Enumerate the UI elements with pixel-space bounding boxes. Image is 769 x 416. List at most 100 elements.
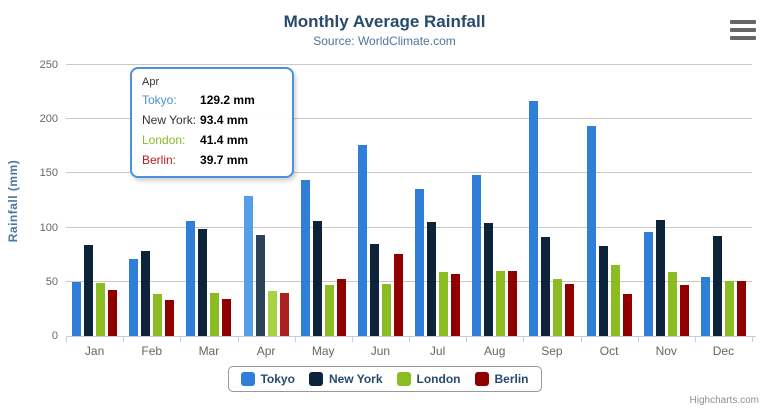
- x-tick-mark: [466, 337, 468, 342]
- x-tick-label-may: May: [311, 344, 335, 358]
- bar-new-york-jul[interactable]: [427, 222, 437, 336]
- legend-swatch-berlin: [474, 372, 489, 386]
- bar-tokyo-sep[interactable]: [529, 101, 539, 336]
- bar-tokyo-dec[interactable]: [700, 277, 710, 336]
- bar-berlin-jun[interactable]: [393, 254, 403, 336]
- legend-label-tokyo: Tokyo: [260, 372, 295, 386]
- gridline-250: [66, 64, 752, 65]
- bar-new-york-apr[interactable]: [255, 234, 265, 336]
- tooltip-series-value: 129.2 mm: [200, 93, 255, 107]
- bar-berlin-jan[interactable]: [108, 290, 118, 336]
- legend-item-berlin[interactable]: Berlin: [474, 372, 529, 386]
- tooltip-series-value: 93.4 mm: [200, 113, 249, 127]
- tooltip-series-value: 39.7 mm: [200, 153, 249, 167]
- y-tick-label-100: 100: [39, 221, 58, 234]
- bar-london-jul[interactable]: [439, 272, 449, 336]
- bar-london-nov[interactable]: [667, 271, 677, 336]
- x-tick-label-mar: Mar: [198, 344, 220, 358]
- plot-area: [66, 64, 752, 336]
- x-tick-label-dec: Dec: [712, 344, 735, 358]
- bar-new-york-jan[interactable]: [84, 245, 94, 336]
- bar-london-apr[interactable]: [267, 291, 277, 336]
- bar-new-york-aug[interactable]: [484, 222, 494, 336]
- tooltip-series-value: 41.4 mm: [200, 133, 249, 147]
- x-tick-label-apr: Apr: [256, 344, 276, 358]
- bar-london-aug[interactable]: [496, 271, 506, 336]
- bar-london-sep[interactable]: [553, 279, 563, 336]
- bar-tokyo-oct[interactable]: [586, 125, 596, 336]
- bar-berlin-apr[interactable]: [279, 292, 289, 336]
- bar-tokyo-nov[interactable]: [643, 232, 653, 336]
- bar-berlin-may[interactable]: [336, 278, 346, 336]
- bar-tokyo-jan[interactable]: [72, 281, 82, 336]
- bar-berlin-oct[interactable]: [622, 293, 632, 336]
- bar-new-york-mar[interactable]: [198, 229, 208, 336]
- x-tick-label-sep: Sep: [541, 344, 563, 358]
- y-tick-label-50: 50: [45, 275, 58, 288]
- gridline-200: [66, 118, 752, 120]
- bar-berlin-nov[interactable]: [679, 285, 689, 336]
- bar-berlin-aug[interactable]: [508, 270, 518, 336]
- y-tick-label-150: 150: [39, 167, 58, 180]
- bar-tokyo-jun[interactable]: [357, 145, 367, 336]
- x-tick-mark: [180, 337, 182, 342]
- gridline-100: [66, 226, 752, 228]
- bar-tokyo-aug[interactable]: [472, 175, 482, 336]
- burger-bar: [730, 28, 756, 32]
- chart-subtitle: Source: WorldClimate.com: [313, 34, 456, 48]
- bar-new-york-feb[interactable]: [141, 250, 151, 336]
- bar-london-dec[interactable]: [724, 280, 734, 336]
- bar-london-mar[interactable]: [210, 293, 220, 336]
- bar-tokyo-may[interactable]: [300, 179, 310, 336]
- bar-berlin-jul[interactable]: [451, 273, 461, 336]
- legend-label-berlin: Berlin: [494, 372, 529, 386]
- bar-berlin-feb[interactable]: [165, 300, 175, 336]
- x-tick-mark: [294, 337, 296, 342]
- y-tick-label-0: 0: [51, 330, 58, 342]
- credits-link[interactable]: Highcharts.com: [689, 395, 759, 406]
- x-tick-label-aug: Aug: [484, 344, 506, 358]
- bar-new-york-may[interactable]: [312, 221, 322, 336]
- bar-london-oct[interactable]: [610, 265, 620, 336]
- legend-label-new-york: New York: [328, 372, 383, 386]
- bar-london-may[interactable]: [324, 285, 334, 336]
- bar-tokyo-apr[interactable]: [243, 195, 253, 336]
- export-menu-icon[interactable]: [730, 20, 756, 40]
- bar-new-york-sep[interactable]: [541, 237, 551, 336]
- x-tick-mark: [637, 337, 639, 342]
- x-tick-label-jun: Jun: [370, 344, 391, 358]
- bar-tokyo-jul[interactable]: [415, 189, 425, 336]
- x-tick-mark: [694, 337, 696, 342]
- x-tick-label-jul: Jul: [429, 344, 446, 358]
- bar-tokyo-mar[interactable]: [186, 220, 196, 336]
- bar-new-york-dec[interactable]: [712, 235, 722, 336]
- legend-item-tokyo[interactable]: Tokyo: [240, 372, 295, 386]
- bar-new-york-jun[interactable]: [369, 244, 379, 336]
- tooltip-series-name: Berlin:: [142, 153, 177, 167]
- bar-london-jan[interactable]: [96, 283, 106, 336]
- bar-berlin-dec[interactable]: [736, 280, 746, 336]
- tooltip-header: Apr: [142, 76, 160, 88]
- x-axis-line: [66, 336, 756, 337]
- bar-new-york-oct[interactable]: [598, 245, 608, 336]
- tooltip: Apr Tokyo: 129.2 mm New York: 93.4 mm London…: [130, 67, 294, 178]
- bar-tokyo-feb[interactable]: [129, 258, 139, 336]
- bar-berlin-sep[interactable]: [565, 284, 575, 336]
- legend: Tokyo New York London Berlin: [227, 366, 542, 392]
- bar-berlin-mar[interactable]: [222, 298, 232, 336]
- bar-london-feb[interactable]: [153, 293, 163, 336]
- x-tick-mark: [752, 337, 753, 342]
- legend-swatch-london: [396, 372, 411, 386]
- bar-new-york-nov[interactable]: [655, 220, 665, 336]
- x-tick-mark: [580, 337, 582, 342]
- x-tick-mark: [123, 337, 125, 342]
- legend-item-london[interactable]: London: [396, 372, 461, 386]
- bar-london-jun[interactable]: [381, 283, 391, 336]
- legend-item-new-york[interactable]: New York: [308, 372, 383, 386]
- x-tick-mark: [523, 337, 525, 342]
- tooltip-rows: Tokyo: 129.2 mm New York: 93.4 mm London: 41.…: [142, 93, 282, 167]
- y-axis-title: Rainfall (mm): [6, 159, 20, 243]
- x-tick-mark: [66, 337, 67, 342]
- x-tick-mark: [237, 337, 239, 342]
